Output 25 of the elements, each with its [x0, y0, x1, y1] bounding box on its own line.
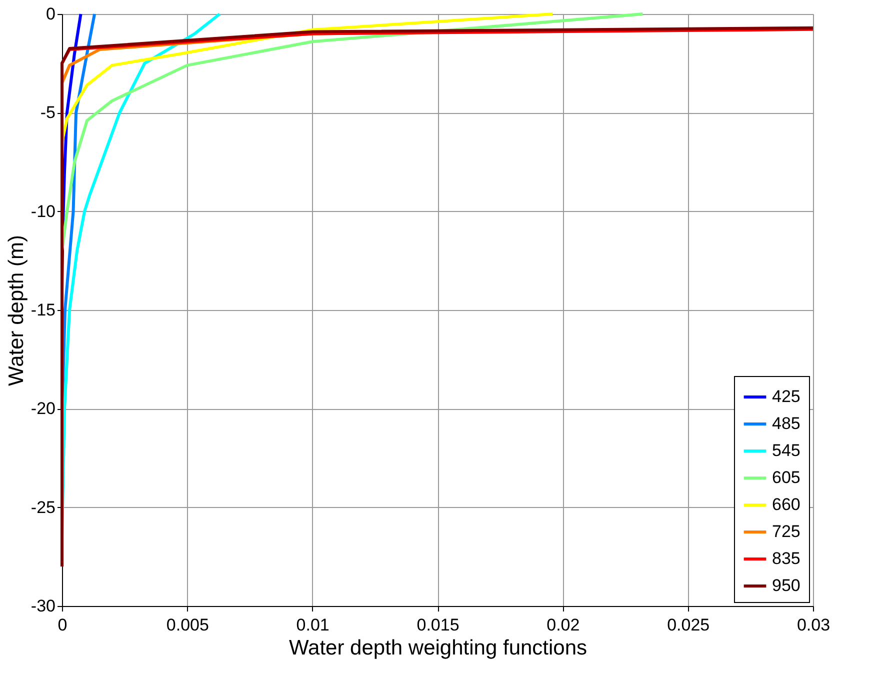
x-tick-label: 0.03 — [796, 616, 830, 634]
legend-label: 605 — [772, 468, 800, 487]
y-tick-label: -10 — [30, 202, 56, 221]
y-tick-label: -20 — [30, 399, 56, 418]
legend-label: 425 — [772, 387, 800, 406]
y-tick-label: -30 — [30, 596, 56, 616]
legend-label: 835 — [772, 549, 800, 568]
y-tick-label: -15 — [30, 300, 56, 320]
legend-label: 545 — [772, 441, 800, 460]
x-tick-label: 0.025 — [667, 616, 710, 634]
x-tick-label: 0.005 — [166, 616, 209, 634]
legend-label: 485 — [772, 414, 800, 433]
x-tick-label: 0 — [58, 616, 68, 634]
y-tick-label: -5 — [40, 103, 56, 122]
legend-label: 725 — [772, 522, 800, 541]
x-tick-label: 0.015 — [416, 616, 460, 634]
x-axis-title: Water depth weighting functions — [288, 636, 588, 660]
legend-label: 950 — [772, 576, 800, 595]
line-series — [60, 26, 814, 568]
legend-label: 660 — [772, 495, 800, 514]
y-tick-label: -25 — [30, 498, 56, 517]
y-axis-title: Water depth (m) — [4, 235, 28, 386]
x-tick-label: 0.01 — [296, 616, 330, 634]
y-tick-label: 0 — [46, 4, 56, 24]
x-tick-label: 0.02 — [546, 616, 580, 634]
